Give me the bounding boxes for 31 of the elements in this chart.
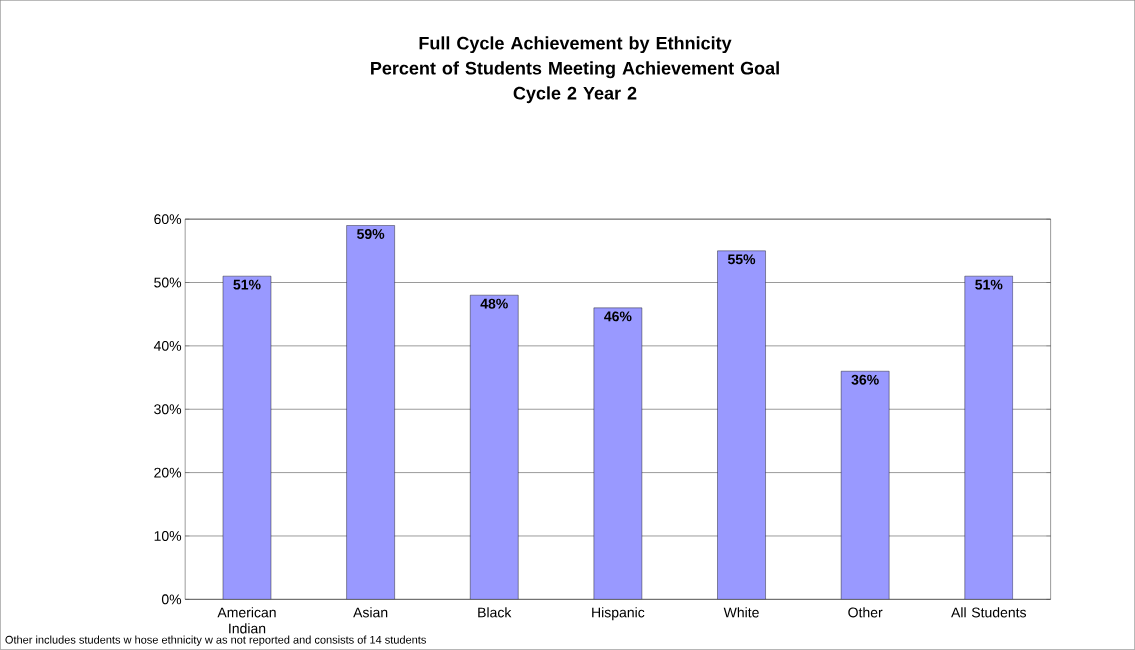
y-tick-label: 30%: [154, 404, 182, 415]
bar: [346, 225, 395, 600]
chart-title: Full Cycle Achievement by Ethnicity: [419, 36, 732, 54]
data-label: 48%: [480, 298, 508, 309]
x-tick-label: Asian: [353, 607, 388, 618]
chart-subtitle: Percent of Students Meeting Achievement Goal Cycle 2 Year 2: [371, 61, 779, 104]
data-label: 51%: [233, 279, 261, 290]
data-label: 59%: [357, 229, 385, 240]
bar: [717, 250, 766, 600]
bar: [840, 371, 890, 600]
bar: [593, 307, 643, 600]
bar: [470, 295, 519, 600]
y-tick-label: 60%: [154, 214, 182, 225]
x-tick-label: White: [723, 607, 759, 618]
y-tick-label: 0%: [161, 594, 182, 605]
data-label: 51%: [975, 279, 1003, 290]
y-tick-label: 10%: [154, 531, 182, 542]
x-tick-label: Hispanic: [592, 607, 645, 621]
x-tick-label: Other: [848, 607, 883, 618]
y-tick-label: 20%: [154, 467, 182, 478]
x-tick-label: All Students: [951, 607, 1027, 618]
x-tick-label: American Indian: [217, 607, 276, 634]
bar: [222, 276, 272, 600]
y-tick-label: 40%: [153, 341, 182, 351]
data-label: 46%: [604, 311, 632, 322]
text: Other includes students w hose ethnicity w as not reported and consists of 14 students: [5, 635, 426, 646]
x-tick-label: Black: [478, 607, 512, 618]
data-label: 36%: [851, 374, 879, 385]
bar: [964, 276, 1014, 600]
data-label: 55%: [727, 254, 756, 265]
y-tick-label: 50%: [154, 277, 182, 288]
